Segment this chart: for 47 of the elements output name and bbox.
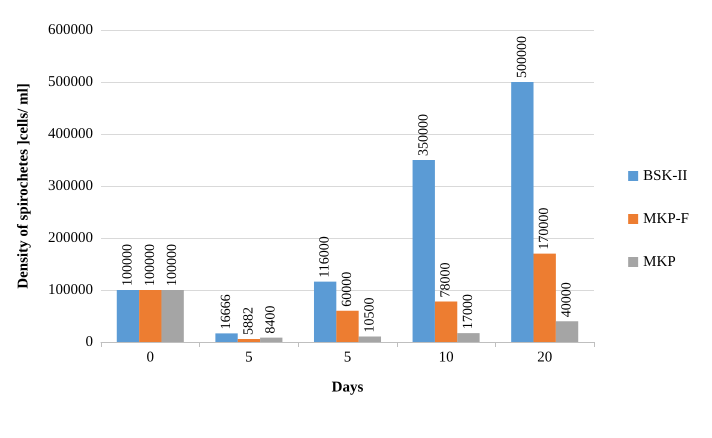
bar	[238, 338, 260, 342]
data-label: 100000	[120, 244, 136, 286]
bar	[457, 333, 480, 342]
bar	[412, 160, 435, 342]
legend-label: BSK-II	[643, 168, 688, 184]
x-tick-label: 10	[438, 350, 454, 366]
data-label: 100000	[142, 244, 158, 286]
bar	[358, 336, 382, 342]
x-tick-label: 5	[344, 350, 352, 366]
bar	[511, 82, 534, 342]
data-label: 60000	[340, 272, 355, 307]
y-tick-label: 400000	[48, 126, 93, 142]
y-tick-label: 500000	[48, 74, 93, 90]
bar	[434, 301, 458, 342]
data-label: 5882	[241, 306, 256, 335]
data-label: 350000	[416, 114, 432, 156]
data-label: 8400	[264, 306, 279, 334]
y-tick-label: 0	[86, 334, 93, 350]
bar	[116, 290, 140, 342]
bar	[161, 290, 184, 342]
bar	[260, 338, 282, 342]
bar	[534, 254, 556, 342]
data-label: 100000	[165, 244, 180, 286]
y-tick-label: 600000	[48, 22, 93, 38]
data-label: 10500	[362, 298, 378, 333]
x-tick-label: 20	[537, 350, 552, 366]
data-label: 78000	[438, 262, 454, 298]
bar	[139, 290, 162, 342]
legend-label: MKP-F	[643, 211, 690, 227]
data-label: 170000	[537, 208, 552, 250]
data-label: 40000	[560, 282, 575, 318]
bar	[336, 310, 359, 342]
x-tick-label: 5	[245, 350, 253, 366]
x-axis-title: Days	[332, 380, 364, 396]
x-tick-label: 0	[146, 350, 154, 366]
y-tick-label: 200000	[48, 230, 93, 246]
bar	[314, 282, 336, 342]
y-tick-label: 300000	[48, 178, 93, 194]
y-axis-title: Density of spirochetes ]cells/ ml]	[16, 83, 32, 289]
data-label: 116000	[318, 236, 333, 278]
bar	[215, 333, 238, 342]
y-tick-label: 100000	[48, 282, 93, 298]
data-label: 16666	[219, 294, 234, 330]
data-label: 17000	[460, 294, 476, 330]
bar	[556, 321, 578, 342]
legend-label: MKP	[643, 254, 676, 270]
data-label: 500000	[514, 36, 530, 78]
